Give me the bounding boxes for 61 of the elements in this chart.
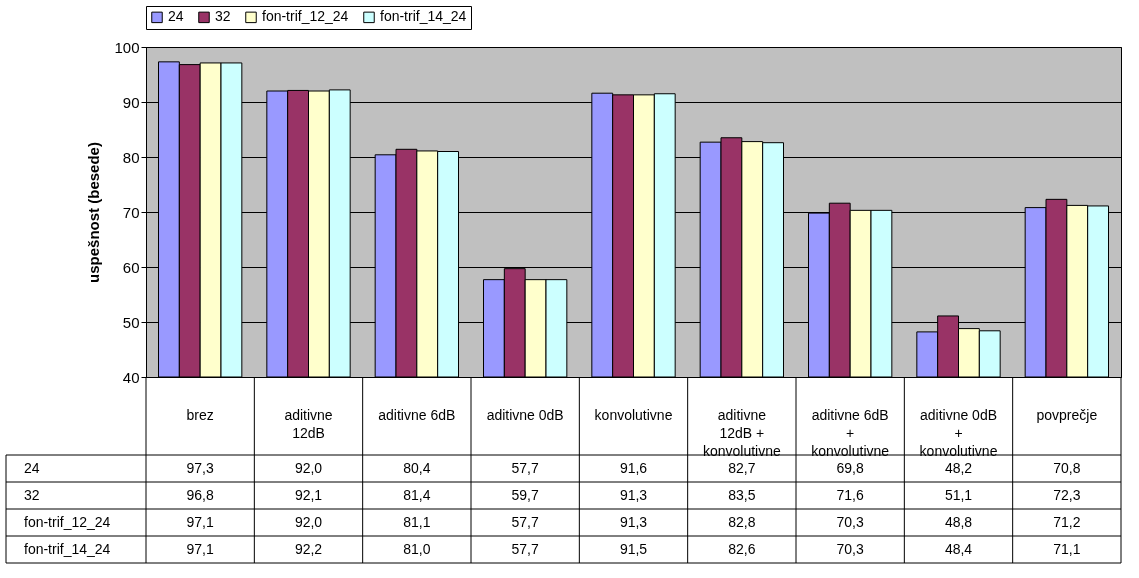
data-label: 92,2 — [294, 540, 323, 557]
data-label: 70,8 — [1053, 459, 1081, 476]
x-tick-label: aditivne 0dB + konvolutivne — [919, 407, 998, 459]
data-label: 83,5 — [728, 486, 756, 503]
data-label: 80,4 — [403, 459, 431, 476]
data-label: 69,8 — [836, 459, 864, 476]
data-label: 92,1 — [294, 486, 323, 503]
data-label: 57,7 — [511, 459, 539, 476]
data-label: 81,1 — [403, 513, 431, 530]
legend-label: fon-trif_12_24 — [262, 8, 349, 25]
data-label: 91,6 — [619, 459, 648, 476]
data-label: 97,1 — [186, 540, 214, 557]
data-label: 72,3 — [1053, 486, 1081, 503]
data-label: 48,2 — [944, 459, 973, 476]
data-label: 92,0 — [294, 513, 323, 530]
data-label: 81,4 — [403, 486, 431, 503]
data-label: 57,7 — [511, 513, 539, 530]
text: 32 — [24, 487, 40, 503]
data-label: 59,7 — [511, 486, 539, 503]
data-label: 92,0 — [294, 459, 323, 476]
text: 24 — [24, 460, 40, 476]
y-tick-label: 70 — [122, 203, 140, 221]
x-tick-label: aditivne 6dB + konvolutivne — [811, 407, 890, 459]
data-label: 71,1 — [1053, 540, 1081, 557]
y-tick-label: 50 — [122, 313, 140, 331]
data-label: 57,7 — [511, 540, 539, 557]
legend-label: 24 — [168, 8, 184, 25]
data-label: 91,3 — [619, 486, 648, 503]
data-label: 82,8 — [728, 513, 756, 530]
x-tick-label: aditivne 6dB — [378, 407, 456, 423]
data-label: 82,6 — [728, 540, 756, 557]
data-label: 81,0 — [403, 540, 431, 557]
data-label: 70,3 — [836, 540, 864, 557]
x-tick-label: aditivne 0dB — [486, 407, 564, 423]
data-label: 48,8 — [944, 513, 973, 530]
y-tick-label: 80 — [122, 148, 140, 166]
y-tick-label: 60 — [122, 258, 140, 276]
data-label: 91,5 — [619, 540, 648, 557]
data-label: 96,8 — [186, 486, 214, 503]
x-tick-label: povprečje — [1036, 407, 1098, 423]
data-label: 91,3 — [619, 513, 648, 530]
data-label: 51,1 — [944, 486, 973, 503]
data-label: 70,3 — [836, 513, 864, 530]
text: fon-trif_14_24 — [24, 541, 111, 557]
legend-label: fon-trif_14_24 — [380, 8, 467, 25]
data-label: 97,3 — [186, 459, 214, 476]
x-tick-label: aditivne 12dB — [284, 407, 333, 441]
y-tick-label: 100 — [114, 38, 140, 56]
x-tick-label: brez — [186, 407, 214, 423]
data-label: 71,6 — [836, 486, 864, 503]
x-tick-label: konvolutivne — [594, 407, 673, 423]
data-label: 97,1 — [186, 513, 214, 530]
data-label: 71,2 — [1053, 513, 1081, 530]
data-label: 82,7 — [728, 459, 756, 476]
y-tick-label: 90 — [122, 93, 140, 111]
x-tick-label: aditivne 12dB + konvolutivne — [702, 407, 781, 459]
data-label: 48,4 — [944, 540, 973, 557]
text: fon-trif_12_24 — [24, 514, 111, 530]
y-tick-label: 40 — [122, 368, 140, 386]
legend-label: 32 — [215, 8, 231, 25]
y-axis-title: uspešnost (besede) — [85, 142, 103, 283]
